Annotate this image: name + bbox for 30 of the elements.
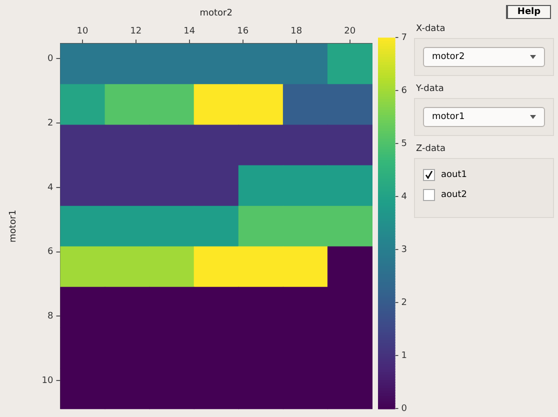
text: X-data — [416, 24, 446, 34]
y-tick-label: 0 — [48, 54, 54, 64]
text: aout2 — [441, 190, 467, 200]
color-bar-label: 2 — [401, 298, 408, 308]
x-tick-label: 14 — [184, 26, 196, 37]
y-tick-label: 2 — [48, 118, 54, 128]
color-bar-label: 0 — [401, 404, 408, 414]
y-axis-title: motor1 — [8, 210, 19, 242]
x-tick-label: 10 — [76, 26, 88, 37]
text: Y-data — [416, 84, 445, 94]
y-tick-label: 10 — [42, 376, 54, 386]
x-axis-title: motor2 — [200, 8, 232, 19]
text: motor2 — [432, 52, 465, 62]
color-bar-label: 6 — [401, 86, 408, 96]
text: motor1 — [432, 112, 465, 122]
x-tick-label: 16 — [237, 26, 249, 37]
color-bar-label: 1 — [401, 350, 408, 361]
color-bar-label: 4 — [401, 192, 408, 202]
text: aout1 — [441, 170, 467, 180]
x-tick-label: 20 — [344, 26, 356, 37]
x-tick-label: 12 — [130, 26, 142, 37]
color-bar-label: 5 — [401, 138, 408, 149]
color-bar-label: 3 — [401, 244, 408, 255]
color-bar-label: 7 — [401, 32, 408, 43]
y-tick-label: 6 — [48, 247, 54, 258]
text: Z-data — [416, 144, 447, 154]
x-tick-label: 18 — [290, 26, 302, 37]
y-tick-label: 4 — [48, 182, 54, 193]
y-tick-label: 8 — [48, 312, 54, 322]
text: Help — [506, 5, 551, 19]
